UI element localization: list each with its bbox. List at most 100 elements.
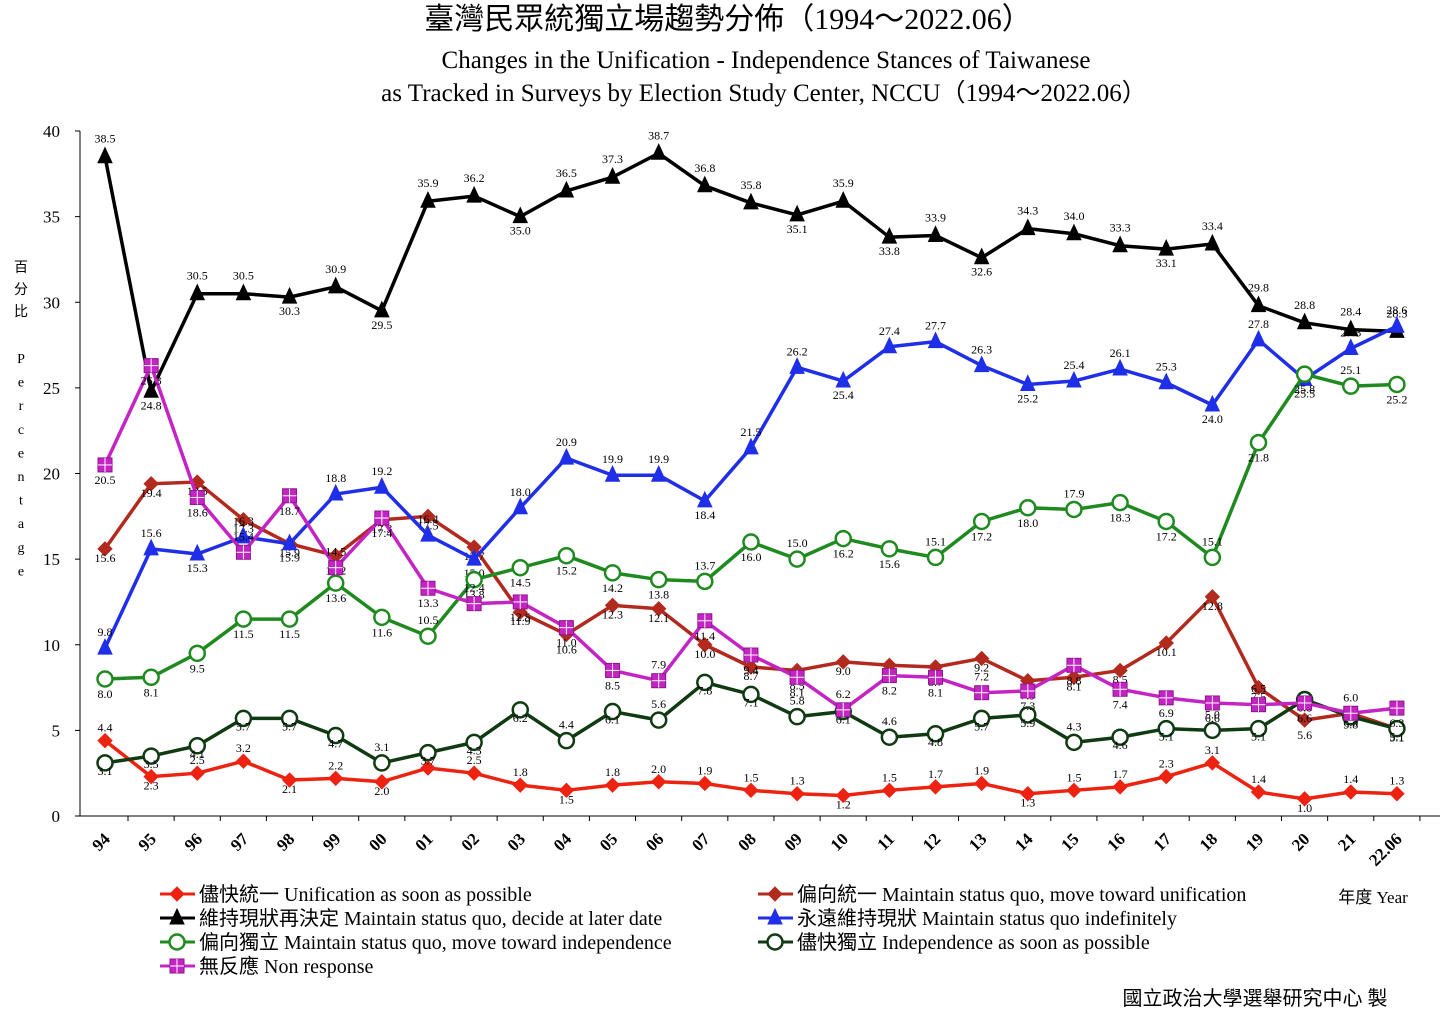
data-labels: 8.0 8.1 9.5 11.5 11.5 13.6 11.6 10.5 13.8 14.5 15.… <box>98 363 1408 701</box>
data-label: 11.0 <box>556 636 577 650</box>
data-label: 19.4 <box>141 486 162 500</box>
data-label: 5.1 <box>1389 730 1404 744</box>
x-axis-label: 年度 Year <box>1338 888 1408 907</box>
data-label: 25.4 <box>1063 358 1084 372</box>
data-label: 14.2 <box>602 581 623 595</box>
data-label: 35.1 <box>787 222 808 236</box>
data-label: 16.4 <box>417 512 438 526</box>
data-label: 5.1 <box>1159 730 1174 744</box>
data-point <box>881 336 898 354</box>
data-label: 1.3 <box>790 774 805 788</box>
data-label: 28.3 <box>1386 306 1407 320</box>
data-label: 8.0 <box>98 687 113 701</box>
data-label: 12.8 <box>1202 599 1223 613</box>
y-tick-labels: 0 5 10 15 20 25 30 35 40 <box>43 122 80 826</box>
data-point <box>465 733 483 752</box>
data-label: 15.6 <box>879 557 900 571</box>
y-axis-label-char: a <box>18 517 25 532</box>
data-label: 4.7 <box>328 737 343 751</box>
data-point <box>511 701 530 719</box>
data-point <box>1343 784 1359 800</box>
data-point <box>142 668 160 687</box>
data-point <box>604 597 621 614</box>
data-label: 25.8 <box>1294 382 1315 396</box>
data-point <box>1065 500 1083 519</box>
data-label: 13.7 <box>694 558 715 572</box>
data-label: 35.8 <box>740 178 761 192</box>
y-axis-label-char: 百 <box>14 260 28 276</box>
data-label: 11.6 <box>372 625 393 639</box>
data-label: 15.9 <box>279 551 300 565</box>
data-label: 4.3 <box>467 743 482 757</box>
data-label: 36.5 <box>556 166 577 180</box>
data-label: 8.5 <box>605 678 620 692</box>
data-point <box>97 637 113 655</box>
data-label: 19.2 <box>371 464 392 478</box>
data-point <box>1020 374 1036 391</box>
legend-label: 偏向統一 Maintain status quo, move toward un… <box>797 883 1246 906</box>
data-label: 2.0 <box>374 784 389 798</box>
data-label: 12.4 <box>464 581 485 595</box>
legend-item: 永遠維持現狀 Maintain status quo indefinitely <box>758 907 1177 930</box>
data-label: 5.0 <box>1205 707 1220 721</box>
data-labels: 9.8 15.6 15.3 16.3 15.9 18.8 19.2 16.4 15.0 18.0 2… <box>98 303 1408 639</box>
x-tick-label: 02 <box>457 829 482 854</box>
data-label: 5.9 <box>1020 716 1035 730</box>
data-label: 11.4 <box>695 629 716 643</box>
data-point <box>1066 223 1082 241</box>
data-point <box>143 768 159 785</box>
data-label: 15.1 <box>1202 534 1223 548</box>
data-label: 8.2 <box>882 684 897 698</box>
data-point <box>1389 786 1405 802</box>
legend-item: 無反應 Non response <box>160 954 374 978</box>
data-point <box>189 283 206 301</box>
data-label: 18.0 <box>510 485 531 499</box>
data-label: 1.9 <box>697 763 712 777</box>
data-label: 34.3 <box>1017 204 1038 218</box>
data-point <box>742 533 760 551</box>
data-label: 11.5 <box>233 627 254 641</box>
legend-label: 無反應 Non response <box>199 954 374 978</box>
data-point <box>835 370 852 388</box>
data-label: 33.9 <box>925 210 946 224</box>
data-label: 6.6 <box>1205 711 1220 725</box>
data-point <box>1112 779 1128 795</box>
data-label: 15.3 <box>187 561 208 575</box>
data-point <box>880 540 899 558</box>
data-label: 25.4 <box>833 388 854 402</box>
legend-label: 偏向獨立 Maintain status quo, move toward in… <box>199 931 672 954</box>
y-axis-label-char: e <box>18 446 24 461</box>
data-label: 1.5 <box>1066 770 1081 784</box>
data-point <box>281 533 298 551</box>
source-credit: 國立政治大學選舉研究中心 製 <box>1123 987 1388 1010</box>
data-label: 20.9 <box>556 435 577 449</box>
y-axis-label-char: r <box>19 399 24 414</box>
x-tick-label: 10 <box>827 829 852 854</box>
data-label: 8.1 <box>144 685 159 699</box>
data-label: 8.1 <box>928 685 943 699</box>
data-point <box>189 543 206 561</box>
data-point <box>188 644 207 663</box>
y-tick-label: 20 <box>43 465 60 484</box>
data-point <box>420 508 436 525</box>
data-labels: 3.1 3.5 4.1 5.7 5.7 4.7 3.1 3.7 4.3 6.2 4.4 6.1 5.6 7… <box>98 683 1405 777</box>
data-label: 37.3 <box>602 152 623 166</box>
data-point <box>972 512 991 531</box>
data-label: 38.5 <box>95 132 116 146</box>
data-point <box>512 206 529 224</box>
data-point <box>466 185 482 203</box>
data-point <box>1250 329 1267 347</box>
data-point <box>142 747 160 765</box>
data-label: 2.5 <box>190 753 205 767</box>
data-point <box>1158 238 1175 256</box>
data-point <box>835 654 851 670</box>
data-point <box>1019 499 1037 517</box>
data-label: 1.8 <box>513 765 528 779</box>
data-label: 35.9 <box>417 176 438 190</box>
x-tick-label: 98 <box>273 829 298 854</box>
data-label: 1.0 <box>1297 801 1312 815</box>
data-labels: 4.42.32.53.22.12.22.02.82.51.81.51.82.01… <box>98 721 1405 815</box>
data-point <box>558 447 575 465</box>
data-label: 6.0 <box>1343 690 1358 704</box>
y-tick-label: 0 <box>52 807 61 826</box>
